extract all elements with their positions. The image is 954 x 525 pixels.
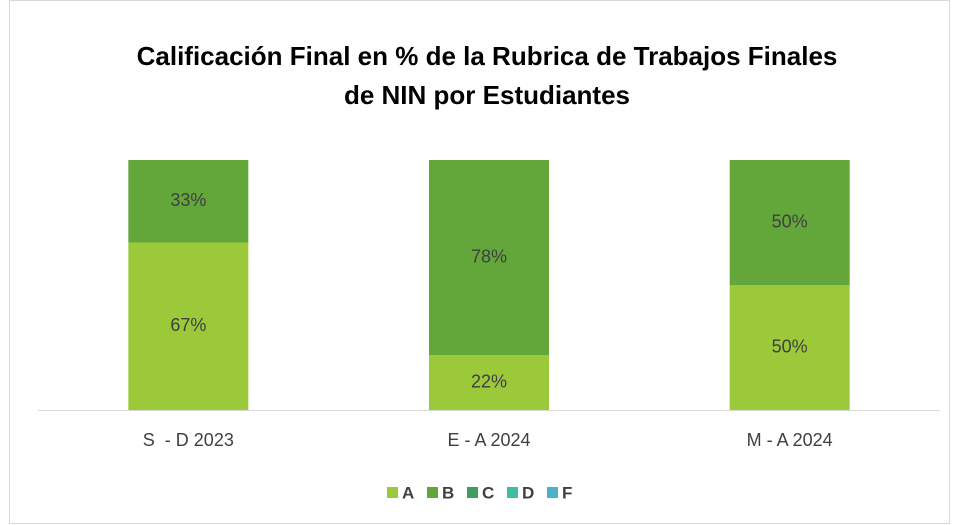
legend-label: F <box>562 483 572 502</box>
legend-swatch <box>427 487 438 498</box>
data-label: 22% <box>471 371 507 391</box>
bar-segment <box>729 160 850 285</box>
legend-swatch <box>387 487 398 498</box>
legend-label: B <box>442 483 454 502</box>
bar-segment <box>128 160 249 243</box>
legend-label: A <box>402 483 414 502</box>
bar-segment <box>429 355 549 410</box>
data-label: 78% <box>471 246 507 266</box>
x-tick-label: S - D 2023 <box>143 430 234 450</box>
chart-title: Calificación Final en % de la Rubrica de… <box>137 41 838 71</box>
bar-segment <box>729 285 850 410</box>
bar-segment <box>128 242 249 410</box>
data-label: 50% <box>772 211 808 231</box>
legend-label: C <box>482 483 494 502</box>
data-label: 50% <box>772 336 808 356</box>
data-label: 67% <box>170 315 206 335</box>
chart-title: de NIN por Estudiantes <box>344 80 630 110</box>
x-tick-label: M - A 2024 <box>747 430 833 450</box>
legend-label: D <box>522 483 534 502</box>
x-tick-label: E - A 2024 <box>447 430 530 450</box>
bar-segment <box>429 160 549 355</box>
legend-swatch <box>467 487 478 498</box>
legend-swatch <box>507 487 518 498</box>
data-label: 33% <box>170 190 206 210</box>
legend-swatch <box>547 487 558 498</box>
